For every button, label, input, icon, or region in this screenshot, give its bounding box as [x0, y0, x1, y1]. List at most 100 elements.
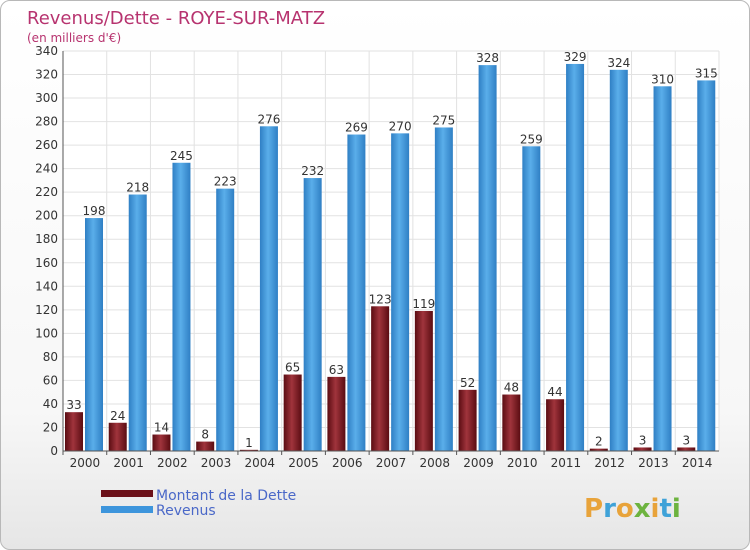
- x-tick-label: 2012: [594, 456, 625, 470]
- bar-dette: [108, 422, 127, 451]
- data-label: 3: [682, 433, 690, 447]
- logo-letter: i: [651, 494, 660, 524]
- data-label: 245: [170, 149, 193, 163]
- bar-dette: [589, 448, 608, 451]
- x-tick-label: 2008: [419, 456, 450, 470]
- bar-dette: [458, 389, 477, 451]
- legend-label-revenus: Revenus: [156, 503, 216, 519]
- legend-label-dette: Montant de la Dette: [156, 488, 296, 504]
- x-tick-label: 2011: [551, 456, 582, 470]
- bar-dette: [152, 434, 171, 451]
- bar-dette: [677, 447, 696, 451]
- y-tick-label: 200: [35, 209, 58, 223]
- data-label: 275: [432, 113, 455, 127]
- y-tick-label: 20: [43, 420, 58, 434]
- data-label: 310: [651, 72, 674, 86]
- bar-dette: [633, 447, 652, 451]
- x-tick-label: 2004: [245, 456, 276, 470]
- x-tick-label: 2003: [201, 456, 232, 470]
- data-label: 218: [126, 181, 149, 195]
- bar-revenus: [478, 65, 497, 451]
- bar-revenus: [128, 194, 147, 451]
- data-label: 270: [389, 119, 412, 133]
- bar-dette: [327, 376, 346, 451]
- x-tick-label: 2010: [507, 456, 538, 470]
- axes: 0 20 40 60 80 100 120 140 160 180 200 220 240 260 280 3…: [35, 44, 719, 470]
- data-label: 63: [329, 363, 344, 377]
- data-label: 14: [154, 421, 169, 435]
- bar-revenus: [347, 134, 366, 451]
- data-label: 33: [66, 398, 81, 412]
- data-label: 328: [476, 51, 499, 65]
- x-tick-label: 2009: [463, 456, 494, 470]
- grid-lines: [62, 50, 720, 452]
- bar-revenus: [653, 86, 672, 451]
- bar-dette: [283, 374, 302, 451]
- y-tick-label: 180: [35, 232, 58, 246]
- data-label: 123: [369, 292, 392, 306]
- bar-dette: [239, 449, 258, 451]
- data-label: 1: [245, 436, 253, 450]
- bar-revenus: [172, 162, 191, 451]
- bar-revenus: [259, 126, 278, 451]
- data-label: 329: [564, 50, 587, 64]
- bar-dette: [196, 441, 215, 451]
- y-tick-label: 260: [35, 138, 58, 152]
- data-label: 48: [504, 381, 519, 395]
- data-label: 65: [285, 361, 300, 375]
- y-tick-label: 300: [35, 91, 58, 105]
- data-label: 52: [460, 376, 475, 390]
- y-tick-label: 340: [35, 44, 58, 58]
- legend-swatch-dette: [101, 490, 153, 497]
- logo-letter: x: [634, 494, 651, 524]
- bar-revenus: [566, 63, 585, 452]
- x-tick-label: 2000: [70, 456, 101, 470]
- bar-revenus: [697, 80, 716, 451]
- y-tick-label: 100: [35, 326, 58, 340]
- x-tick-label: 2006: [332, 456, 363, 470]
- data-label: 269: [345, 121, 368, 135]
- logo-letter: P: [584, 494, 603, 524]
- x-tick-label: 2007: [376, 456, 407, 470]
- data-label: 24: [110, 409, 125, 423]
- data-label: 259: [520, 132, 543, 146]
- chart-title: Revenus/Dette - ROYE-SUR-MATZ: [27, 8, 325, 29]
- bar-revenus: [216, 188, 235, 451]
- proxiti-logo: Proxiti: [584, 494, 681, 524]
- logo-letter: o: [616, 494, 634, 524]
- y-tick-label: 80: [43, 350, 58, 364]
- bar-dette: [546, 399, 565, 451]
- y-tick-label: 0: [50, 444, 58, 458]
- data-label: 315: [695, 66, 718, 80]
- bar-revenus: [522, 146, 541, 451]
- x-tick-label: 2014: [682, 456, 713, 470]
- y-tick-label: 240: [35, 162, 58, 176]
- plot-area: [63, 51, 719, 451]
- x-tick-label: 2001: [113, 456, 144, 470]
- bar-revenus: [609, 69, 628, 451]
- logo-letter: t: [659, 494, 671, 524]
- bar-dette: [371, 306, 390, 451]
- y-tick-label: 120: [35, 303, 58, 317]
- y-tick-label: 320: [35, 68, 58, 82]
- y-tick-label: 220: [35, 185, 58, 199]
- data-label: 276: [257, 112, 280, 126]
- y-tick-label: 160: [35, 256, 58, 270]
- data-label: 2: [595, 435, 603, 449]
- data-label: 232: [301, 164, 324, 178]
- legend: Montant de la Dette Revenus: [101, 488, 296, 519]
- bar-revenus: [85, 218, 103, 451]
- bars: 3319824218142458223127665232632691232701…: [65, 50, 718, 452]
- bar-dette: [502, 394, 521, 451]
- data-label: 8: [201, 428, 209, 442]
- x-tick-label: 2002: [157, 456, 188, 470]
- data-label: 223: [214, 175, 237, 189]
- bar-dette: [65, 412, 83, 451]
- y-tick-label: 140: [35, 279, 58, 293]
- logo-letter: r: [603, 494, 616, 524]
- chart-subtitle: (en milliers d'€): [27, 31, 121, 45]
- data-label: 44: [547, 385, 562, 399]
- logo-letter: i: [672, 494, 681, 524]
- y-tick-label: 40: [43, 397, 58, 411]
